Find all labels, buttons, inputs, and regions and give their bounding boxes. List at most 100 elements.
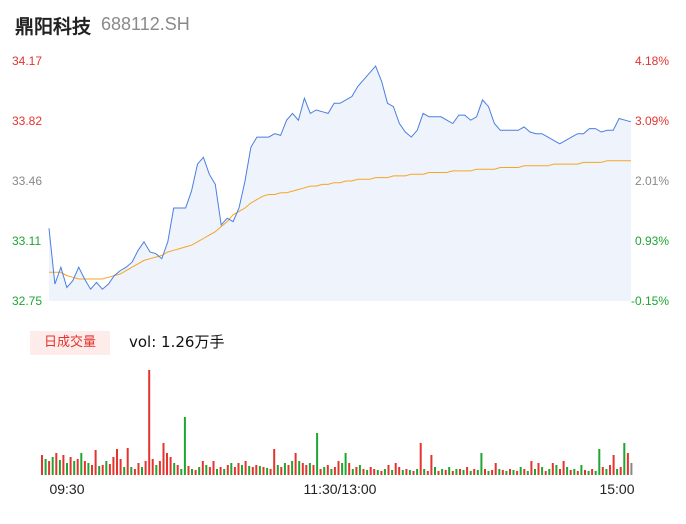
volume-bar xyxy=(101,465,104,475)
volume-bar xyxy=(141,467,143,475)
price-area-fill xyxy=(49,66,631,301)
volume-bar xyxy=(251,467,254,475)
volume-bar xyxy=(494,463,497,475)
volume-bar xyxy=(487,471,490,475)
volume-bar xyxy=(619,467,622,475)
volume-bar xyxy=(466,467,469,475)
volume-bar xyxy=(516,471,519,475)
volume-bar xyxy=(580,465,583,475)
volume-bar xyxy=(266,468,269,475)
volume-bar xyxy=(366,470,369,475)
volume-bar xyxy=(526,471,529,475)
volume-bar xyxy=(208,467,211,475)
price-tick-label: 32.75 xyxy=(12,294,42,308)
volume-bar xyxy=(130,467,133,475)
volume-bar xyxy=(187,466,190,475)
volume-bar xyxy=(551,463,554,475)
volume-bar xyxy=(408,470,411,475)
volume-bar xyxy=(358,465,361,475)
volume-bar xyxy=(69,457,72,475)
volume-bar xyxy=(594,471,597,475)
volume-bar xyxy=(226,465,229,475)
volume-bar xyxy=(544,471,547,475)
time-axis: 09:30 11:30/13:00 15:00 xyxy=(49,481,634,497)
volume-bar xyxy=(451,471,454,475)
volume-bar xyxy=(441,469,444,475)
volume-bar xyxy=(291,461,294,475)
price-line xyxy=(48,65,632,291)
volume-bar xyxy=(326,465,329,475)
volume-bar xyxy=(548,469,551,475)
volume-bar xyxy=(158,461,161,475)
volume-bar xyxy=(537,463,540,475)
volume-bar xyxy=(591,469,594,475)
volume-bar xyxy=(437,471,440,475)
volume-bar xyxy=(305,465,308,475)
percent-axis: 4.18% 3.09% 2.01% 0.93% -0.15% xyxy=(631,54,669,308)
volume-bar xyxy=(573,469,576,475)
time-tick-label: 15:00 xyxy=(599,481,634,497)
volume-bar xyxy=(576,471,579,475)
volume-bar xyxy=(180,469,183,475)
volume-bar xyxy=(73,461,76,475)
volume-bar xyxy=(387,465,390,475)
percent-tick-label: 2.01% xyxy=(635,174,669,188)
volume-bar xyxy=(283,463,286,475)
percent-tick-label: 4.18% xyxy=(635,54,669,68)
volume-bar xyxy=(162,443,165,475)
volume-bar xyxy=(280,467,283,475)
percent-tick-label: -0.15% xyxy=(631,294,669,308)
volume-bar xyxy=(83,461,86,475)
volume-bar xyxy=(609,465,611,475)
price-tick-label: 33.11 xyxy=(12,234,41,248)
volume-bar xyxy=(148,370,151,475)
volume-bar xyxy=(219,467,222,475)
percent-tick-label: 0.93% xyxy=(635,234,669,248)
volume-bar xyxy=(562,461,565,475)
volume-bar xyxy=(308,463,311,475)
volume-bar xyxy=(412,471,415,475)
volume-bar xyxy=(262,467,265,475)
stock-code: 688112.SH xyxy=(101,14,190,34)
volume-bar xyxy=(258,466,261,475)
volume-bar xyxy=(198,467,201,475)
volume-bar xyxy=(176,465,179,475)
volume-bar xyxy=(501,470,504,475)
volume-bar xyxy=(230,463,233,475)
volume-bar xyxy=(126,448,129,475)
volume-bar xyxy=(623,443,626,475)
volume-bar xyxy=(448,467,451,475)
volume-bar xyxy=(166,453,168,475)
volume-bar xyxy=(223,469,226,475)
volume-bar xyxy=(237,463,240,475)
volume-bar xyxy=(541,467,544,475)
volume-bar xyxy=(201,461,204,475)
volume-bar xyxy=(333,467,336,475)
volume-bar xyxy=(323,467,326,475)
volume-bar xyxy=(316,433,319,475)
volume-readout: vol: 1.26万手 xyxy=(129,333,225,351)
volume-bar xyxy=(509,469,511,475)
volume-bar xyxy=(137,463,140,475)
volume-bar xyxy=(123,467,126,475)
price-tick-label: 33.46 xyxy=(12,174,42,188)
volume-bar xyxy=(105,461,108,475)
volume-bar xyxy=(383,469,386,475)
stock-name: 鼎阳科技 xyxy=(15,16,92,38)
volume-bar xyxy=(91,465,93,475)
volume-bar xyxy=(119,459,122,475)
average-price-line xyxy=(49,160,631,280)
volume-bar xyxy=(51,457,54,475)
volume-bar xyxy=(348,463,351,475)
volume-bar xyxy=(480,453,483,475)
volume-bar xyxy=(555,465,558,475)
volume-bar xyxy=(523,469,526,475)
volume-bar xyxy=(476,470,479,475)
volume-bar xyxy=(380,471,383,475)
volume-bar xyxy=(298,461,301,475)
volume-bar xyxy=(519,467,522,475)
volume-bar xyxy=(116,449,118,475)
volume-bar xyxy=(505,471,508,475)
volume-bar xyxy=(398,467,401,475)
volume-bar xyxy=(98,466,101,475)
